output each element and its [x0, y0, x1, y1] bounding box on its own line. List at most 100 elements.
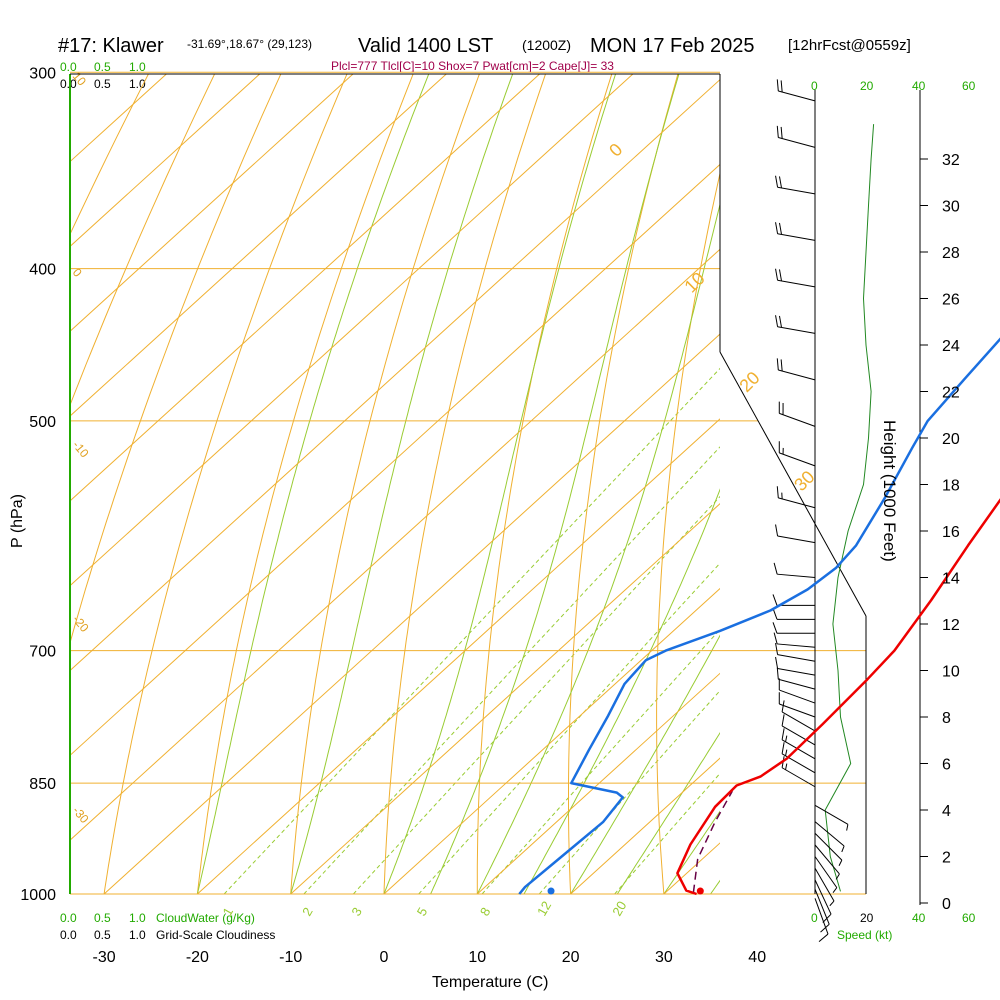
moist-adiabat-line — [570, 634, 720, 894]
height-tick-label: 18 — [942, 478, 960, 495]
isotherm-line — [383, 587, 720, 894]
station-title: #17: Klawer — [58, 35, 164, 57]
wind-barb-flag — [775, 315, 779, 327]
height-tick-label: 14 — [942, 571, 960, 588]
wind-barb — [814, 821, 845, 853]
dry-adiabat-line — [70, 74, 149, 236]
wind-barb — [772, 594, 815, 606]
wind-barb-staff — [778, 369, 816, 381]
y2-axis-label: Height (1000 Feet) — [880, 420, 899, 562]
cloudwater-tick: 0.5 — [94, 60, 111, 74]
wind-barb — [773, 562, 816, 578]
height-tick-label: 0 — [942, 896, 951, 913]
isotherm-line — [197, 418, 720, 894]
moist-adiabat-line — [616, 732, 720, 894]
wind-barb-staff — [781, 767, 816, 788]
cloudwater-scale-top: 0.0 0.5 1.0 — [60, 60, 146, 74]
wind-barb-staff — [814, 879, 832, 915]
pressure-tick-label: 850 — [29, 776, 56, 793]
valid-time: Valid 1400 LST — [358, 35, 493, 57]
wind-barb-staff — [781, 739, 816, 760]
wind-barb — [781, 714, 816, 746]
wind-barb-flag — [776, 486, 779, 498]
mixing-ratio-label: 20 — [609, 898, 629, 918]
height-tick-label: 24 — [942, 338, 960, 355]
wind-barb-staff — [778, 678, 816, 690]
wind-barb-flag — [775, 642, 779, 655]
wind-speed-line — [824, 124, 875, 892]
wind-barb-staff — [777, 654, 816, 662]
wind-barb-staff — [814, 867, 835, 902]
wind-barb — [778, 441, 816, 467]
speed-scale-top: 0 20 40 60 — [811, 79, 976, 93]
pressure-axis-ticks: 2503004005007008501000 — [20, 65, 56, 904]
cloudwater-tick: 1.0 — [129, 911, 146, 925]
wind-barb-half-flag — [785, 763, 788, 770]
dry-adiabat-line — [196, 74, 414, 894]
dry-adiabat-line — [982, 0, 1000, 894]
wind-barb-flag — [780, 80, 783, 93]
wind-barb — [781, 756, 816, 788]
dry-adiabat-line — [905, 0, 975, 894]
wind-barb-staff — [814, 821, 845, 847]
dry-adiabats — [70, 0, 1000, 894]
mixing-ratio-labels: 1 2 3 5 8 12 20 — [219, 898, 629, 918]
mixing-ratio-line — [538, 689, 720, 894]
x-axis-label: Temperature (C) — [432, 974, 548, 991]
isotherm-line — [290, 503, 720, 894]
dry-adiabat-line — [568, 74, 679, 894]
surface-dewpoint-marker — [547, 887, 555, 895]
wind-barb — [776, 667, 816, 690]
temperature-tick-label: 10 — [468, 949, 486, 966]
wind-barb-flag — [773, 632, 778, 645]
speed-scale-bottom: 0 20 40 60 Speed (kt) — [811, 911, 976, 942]
isotherm-line — [103, 333, 720, 894]
cloudiness-scale-bottom: 0.0 0.5 1.0 Grid-Scale Cloudiness — [60, 928, 275, 942]
isotherm-label: 0 — [70, 266, 85, 280]
mixing-ratio-label: 5 — [414, 905, 431, 919]
speed-tick: 20 — [860, 79, 874, 93]
wind-barb-flag — [776, 79, 779, 92]
speed-tick: 60 — [962, 911, 976, 925]
pressure-tick-label: 400 — [29, 262, 56, 279]
wind-barb-half-flag — [829, 900, 835, 907]
cloudwater-tick: 0.5 — [94, 911, 111, 925]
mixing-ratio-label: 3 — [348, 905, 365, 919]
cloudwater-label: CloudWater (g/Kg) — [156, 911, 255, 925]
dry-adiabat-line — [656, 171, 720, 894]
forecast-info: [12hrFcst@0559z] — [788, 37, 911, 54]
wind-barb-staff — [779, 412, 816, 427]
temperature-tick-label: -10 — [279, 949, 302, 966]
height-tick-label: 12 — [942, 617, 960, 634]
wind-barb — [814, 898, 829, 942]
wind-barb-staff — [814, 844, 840, 875]
wind-barb-half-flag — [835, 873, 840, 880]
wind-barb — [814, 804, 849, 831]
isotherm-line — [70, 74, 541, 502]
isotherm-line — [70, 74, 261, 248]
wind-barb-flag — [776, 667, 779, 680]
temperature-line — [676, 498, 1000, 896]
height-tick-label: 20 — [942, 431, 960, 448]
surface-temperature-marker — [696, 887, 704, 895]
station-coords: -31.69°,18.67° (29,123) — [187, 37, 312, 51]
wind-barb-flag — [775, 268, 779, 281]
speed-tick: 0 — [811, 79, 818, 93]
mixing-ratio-line — [481, 628, 720, 894]
wind-barb-flag — [822, 913, 832, 923]
isotherm-label: 0 — [605, 139, 626, 160]
wind-barb — [775, 642, 816, 662]
wind-barb-flag — [776, 358, 779, 371]
wind-barb-staff — [781, 725, 816, 746]
moist-adiabats — [196, 74, 720, 894]
height-tick-label: 26 — [942, 292, 960, 309]
wind-barb — [773, 632, 816, 648]
dry-adiabat-line — [103, 74, 348, 894]
wind-barb-staff — [777, 326, 816, 334]
wind-barb — [772, 622, 815, 634]
wind-barb-staff — [778, 497, 816, 509]
surface-markers — [547, 887, 704, 895]
speed-tick: 40 — [912, 79, 926, 93]
isobars — [70, 71, 866, 895]
